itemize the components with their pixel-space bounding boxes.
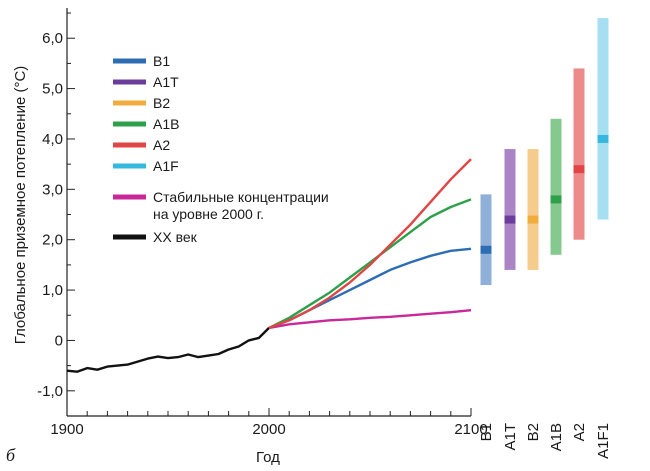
- range-bar: [527, 149, 539, 270]
- y-tick-label: 3,0: [42, 181, 63, 198]
- x-tick-label: 2100: [454, 421, 487, 438]
- range-bar: [550, 118, 562, 255]
- scenario-ranges: B1 A1T B2 A1B A2 A1F1: [478, 18, 612, 459]
- legend-label: XX век: [153, 229, 198, 245]
- y-tick-label: 2,0: [42, 232, 63, 249]
- series-line: [268, 309, 472, 330]
- legend-label: A2: [153, 137, 170, 153]
- range-label: B2: [525, 423, 542, 441]
- range-bar: [504, 149, 516, 270]
- legend-label: B2: [153, 95, 170, 111]
- x-tick-label: 1900: [50, 421, 83, 438]
- y-tick-label: -1,0: [37, 383, 63, 400]
- y-tick-label: 5,0: [42, 81, 63, 98]
- y-tick-label: 6,0: [42, 30, 63, 47]
- series-layer: [66, 158, 472, 373]
- y-tick-label: 1,0: [42, 282, 63, 299]
- range-best-mark: [573, 165, 585, 174]
- range-best-mark: [550, 195, 562, 204]
- range-bar: [480, 194, 492, 286]
- x-tick-label: 2000: [252, 421, 285, 438]
- legend: B1 A1T B2 A1B A2 A1F Стабильные концентрациина…: [113, 53, 329, 245]
- series-line: [66, 327, 270, 373]
- y-axis-label: Глобальное приземное потепление (°С): [12, 66, 29, 345]
- range-bar: [597, 18, 609, 220]
- range-best-mark: [480, 245, 492, 254]
- y-tick-label: 4,0: [42, 131, 63, 148]
- range-best-mark: [504, 215, 516, 224]
- range-label: A2: [571, 423, 588, 441]
- legend-label: A1B: [153, 116, 179, 132]
- range-label: A1T: [502, 423, 519, 451]
- series-line: [268, 198, 472, 329]
- range-best-mark: [597, 134, 609, 143]
- axes: -1,0 0 1,0 2,0 3,0 4,0 5,0 6,0 1900 2000 2100: [37, 8, 488, 438]
- legend-label: на уровне 2000 г.: [153, 206, 264, 222]
- legend-label: A1F: [153, 158, 179, 174]
- legend-label: A1T: [153, 74, 179, 90]
- range-label: A1B: [548, 423, 565, 451]
- legend-label: Стабильные концентрации: [153, 189, 329, 205]
- x-axis-label: Год: [256, 449, 280, 466]
- legend-label: B1: [153, 53, 170, 69]
- range-best-mark: [527, 215, 539, 224]
- range-bar: [573, 68, 585, 240]
- range-label: A1F1: [595, 423, 612, 459]
- series-line: [268, 158, 472, 330]
- y-tick-label: 0: [55, 332, 63, 349]
- panel-label: б: [6, 445, 16, 465]
- range-label: B1: [478, 423, 495, 441]
